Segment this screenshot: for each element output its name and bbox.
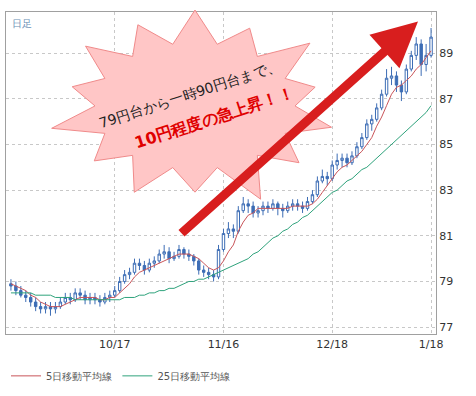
- svg-text:85: 85: [439, 138, 453, 151]
- svg-text:81: 81: [439, 230, 453, 243]
- svg-text:87: 87: [439, 93, 453, 106]
- svg-text:12/18: 12/18: [316, 338, 348, 351]
- svg-text:25日移動平均線: 25日移動平均線: [157, 371, 230, 382]
- svg-text:77: 77: [439, 321, 453, 334]
- svg-text:79: 79: [439, 275, 453, 288]
- svg-text:89: 89: [439, 47, 453, 60]
- svg-text:10/17: 10/17: [99, 338, 131, 351]
- svg-text:日足: 日足: [12, 18, 32, 29]
- svg-text:10円程度の急上昇！！: 10円程度の急上昇！！: [132, 83, 296, 152]
- svg-text:83: 83: [439, 184, 453, 197]
- svg-text:1/18: 1/18: [419, 338, 444, 351]
- svg-text:11/16: 11/16: [208, 338, 240, 351]
- svg-text:5日移動平均線: 5日移動平均線: [46, 371, 112, 382]
- svg-text:79円台から一時90円台まで、: 79円台から一時90円台まで、: [97, 57, 282, 131]
